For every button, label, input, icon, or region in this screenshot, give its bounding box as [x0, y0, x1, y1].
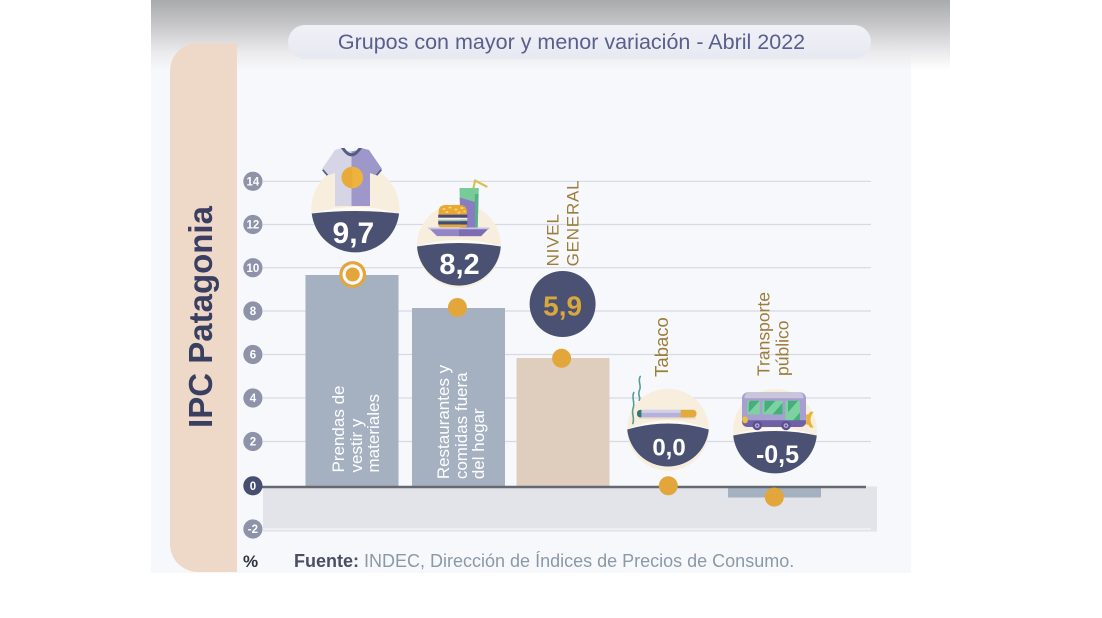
- svg-text:-2: -2: [248, 524, 258, 536]
- svg-text:0,0: 0,0: [652, 435, 685, 462]
- svg-text:9,7: 9,7: [333, 217, 375, 250]
- svg-text:8,2: 8,2: [439, 249, 479, 281]
- svg-text:6: 6: [250, 350, 256, 362]
- svg-text:5,9: 5,9: [543, 291, 582, 322]
- svg-text:4: 4: [250, 393, 257, 405]
- svg-text:2: 2: [250, 437, 256, 449]
- svg-text:8: 8: [250, 306, 257, 318]
- svg-text:14: 14: [247, 176, 260, 188]
- svg-text:0: 0: [250, 481, 256, 493]
- svg-text:10: 10: [247, 263, 260, 275]
- svg-text:-0,5: -0,5: [756, 441, 799, 469]
- svg-text:12: 12: [247, 220, 260, 232]
